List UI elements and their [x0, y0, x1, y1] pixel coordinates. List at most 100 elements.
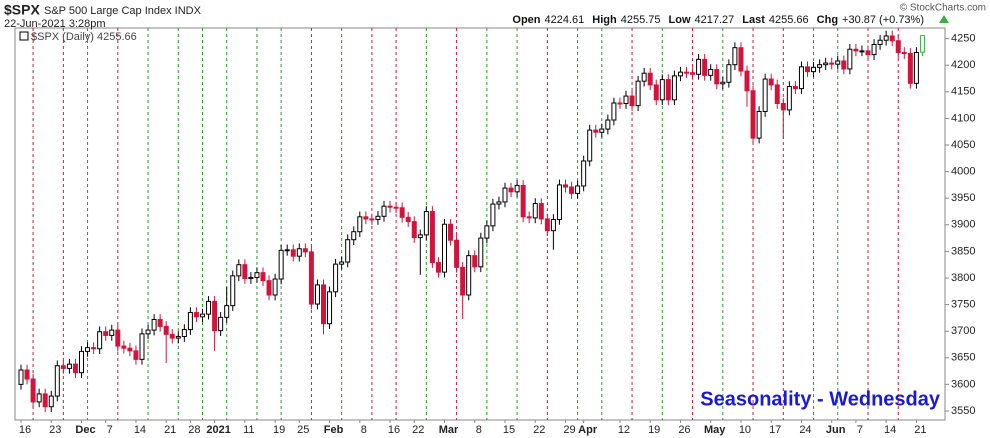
x-tick-label: 21	[164, 424, 176, 436]
x-tick-label: Dec	[75, 424, 95, 436]
candle-body	[345, 239, 351, 263]
candle-body	[786, 86, 792, 111]
candle-body	[399, 207, 405, 218]
candle-body	[181, 329, 187, 337]
candle-body	[599, 128, 605, 133]
x-tick-label: 14	[134, 424, 146, 436]
candle-body	[393, 206, 399, 209]
candle-body	[659, 79, 665, 101]
candle-body	[641, 72, 647, 82]
candle-body	[163, 325, 169, 335]
quote-label: Chg	[816, 14, 839, 26]
quote-value: 4224.61	[544, 14, 585, 26]
candle-body	[792, 86, 798, 90]
y-tick-label: 3900	[951, 219, 975, 231]
x-tick-label: 24	[799, 424, 811, 436]
candle-body	[266, 280, 272, 296]
candle-body	[54, 365, 60, 397]
x-tick-label: 15	[503, 424, 515, 436]
date: 22-Jun-2021 3:28pm	[4, 18, 106, 30]
y-tick-label: 3850	[951, 245, 975, 257]
candle-body	[798, 66, 804, 90]
candle-body	[254, 272, 260, 278]
candle-body	[684, 71, 689, 74]
candle-body	[653, 84, 659, 101]
y-tick-label: 4050	[951, 139, 975, 151]
candle-body	[478, 237, 484, 268]
candle-body	[617, 102, 623, 105]
candle-body	[369, 218, 375, 221]
candle-body	[79, 350, 84, 374]
candle-body	[200, 313, 205, 318]
x-tick-label: Mar	[439, 424, 459, 436]
candle-body	[103, 331, 109, 336]
x-tick-label: 25	[297, 424, 309, 436]
candle-body	[363, 216, 369, 220]
candle-body	[871, 43, 877, 56]
x-tick-label: Apr	[578, 424, 598, 436]
x-tick-label: 22	[533, 424, 545, 436]
x-tick-label: 2021	[206, 424, 230, 436]
legend-label: $SPX (Daily) 4255.66	[31, 31, 137, 43]
candle-body	[48, 395, 54, 408]
candle-body	[563, 184, 568, 188]
candle-body	[454, 239, 460, 268]
candle-body	[877, 39, 883, 45]
candle-body	[411, 221, 417, 239]
candle-body	[750, 90, 756, 139]
candle-body	[296, 248, 302, 257]
candle-body	[284, 249, 290, 252]
candle-body	[193, 312, 199, 318]
candle-body	[435, 262, 441, 273]
candle-body	[429, 211, 435, 264]
x-tick-label: 22	[412, 424, 424, 436]
candle-body	[472, 255, 478, 268]
legend: $SPX (Daily) 4255.66	[19, 31, 137, 43]
candle-body	[36, 393, 42, 403]
y-tick-label: 4000	[951, 166, 975, 178]
candle-body	[823, 62, 829, 66]
candle-body	[859, 50, 865, 53]
x-tick-label: 17	[769, 424, 781, 436]
y-tick-label: 3600	[951, 378, 975, 390]
candle-body	[60, 365, 66, 369]
candle-body	[593, 129, 599, 133]
candle-body	[575, 185, 581, 194]
candle-body	[762, 78, 768, 113]
candle-body	[18, 369, 24, 385]
candle-body	[895, 40, 901, 53]
candle-body	[133, 350, 139, 360]
candle-body	[508, 187, 514, 193]
annotation: Seasonality - Wednesday	[700, 388, 941, 410]
candle-body	[805, 66, 810, 73]
candle-body	[532, 203, 538, 219]
candle-body	[405, 216, 411, 223]
quote-value: 4255.66	[768, 14, 809, 26]
candle-body	[42, 393, 48, 408]
candle-body	[726, 64, 732, 83]
candle-body	[66, 363, 72, 369]
copyright: © StockCharts.com	[900, 3, 986, 14]
candle-body	[151, 318, 157, 331]
candle-body	[780, 103, 786, 111]
candle-body	[290, 249, 296, 257]
x-tick-label: 21	[914, 424, 926, 436]
candle-body	[544, 218, 550, 232]
x-tick-label: 19	[648, 424, 660, 436]
quote-label: Open	[512, 14, 541, 26]
candle-body	[333, 263, 339, 293]
candle-body	[139, 333, 145, 360]
candle-body	[466, 255, 472, 296]
x-tick-label: 28	[188, 424, 200, 436]
candle-body	[635, 80, 641, 107]
quote-value: 4255.75	[620, 14, 661, 26]
candle-body	[175, 335, 181, 339]
candle-body	[774, 84, 780, 105]
candle-body	[212, 300, 218, 332]
index-name: S&P 500 Large Cap Index INDX	[44, 5, 202, 17]
y-tick-label: 4200	[951, 59, 975, 71]
candle-body	[302, 248, 308, 253]
candle-body	[520, 184, 526, 218]
